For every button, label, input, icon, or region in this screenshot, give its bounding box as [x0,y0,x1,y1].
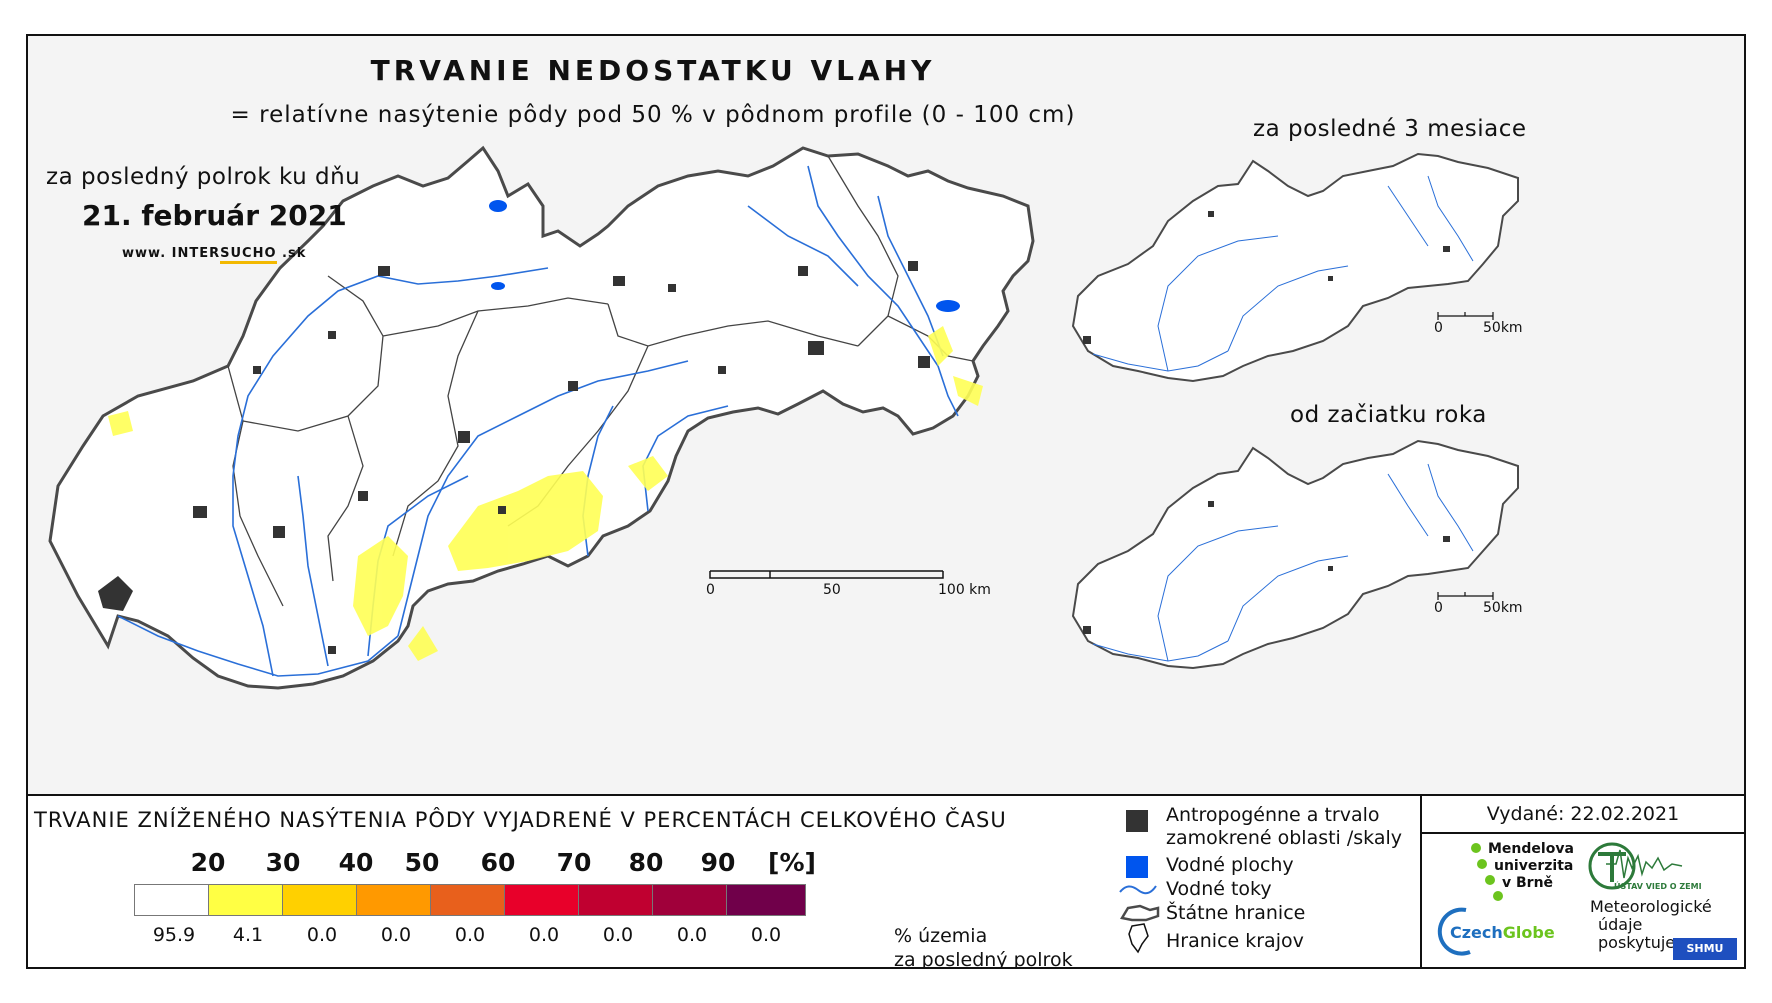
main-scale-0: 0 [706,582,715,598]
class-box-9 [726,884,806,916]
main-water-bodies [489,200,960,312]
inset-ytd-urban [1083,501,1450,634]
inset-ytd-scale-bar [1437,592,1494,600]
class-share-7: 0.0 [602,924,634,946]
main-region-borders [227,155,974,607]
anthropogenic-line1: Antropogénne a trvalo [1166,804,1380,826]
inset-3m-urban [1083,211,1450,344]
inset-ytd-outline [1071,439,1519,670]
map-frame: TRVANIE NEDOSTATKU VLAHY = relatívne nas… [26,34,1746,969]
class-box-7 [578,884,658,916]
anthropogenic-line2: zamokrené oblasti /skaly [1166,827,1403,849]
anthropogenic-label: Antropogénne a trvalo zamokrené oblasti … [1166,804,1402,850]
class-label-50: 50 [404,848,440,877]
class-label-40: 40 [338,848,374,877]
mendel-dots-logo [1471,843,1503,901]
stream-label: Vodné toky [1166,878,1272,900]
class-share-2: 4.1 [232,924,264,946]
legend-divider [1420,796,1422,967]
class-share-5: 0.0 [454,924,486,946]
inset-3m-outline [1071,152,1519,383]
class-share-9: 0.0 [750,924,782,946]
meteo-data-text: Meteorologické údaje poskytuje: [1590,898,1712,952]
class-box-5 [430,884,510,916]
main-date-label: 21. február 2021 [82,199,347,232]
region-border-symbol [1128,923,1149,954]
class-share-6: 0.0 [528,924,560,946]
inset-3m-scale-50: 50km [1483,320,1523,336]
issued-date: Vydané: 22.02.2021 [1422,796,1744,834]
meteo-line3: poskytuje: [1598,933,1681,952]
czechglobe-arc-icon [1437,907,1471,956]
main-country-outline [48,145,1035,690]
shmu-logo: SHMU [1673,938,1737,960]
class-label-60: 60 [480,848,516,877]
czechglobe-logo-text: CzechGlobe [1450,924,1555,941]
website-mid: SUCHO [220,246,277,264]
map-title: TRVANIE NEDOSTATKU VLAHY [370,54,936,87]
inset-ytd-rivers [1092,463,1474,662]
legend-panel: TRVANIE ZNÍŽENÉHO NASÝTENIA PÔDY VYJADRE… [28,796,1744,967]
mendel-line2: univerzita [1494,858,1574,874]
state-border-label: Štátne hranice [1166,902,1306,924]
class-box-4 [356,884,436,916]
class-label-90: 90 [700,848,736,877]
main-scale-50: 50 [823,582,841,598]
share-note: % územia za posledný polrok [894,924,1073,969]
class-box-3 [282,884,362,916]
inset-3m-rivers [1092,175,1474,372]
main-urban-patches [98,261,930,654]
shmu-logo-text: SHMU [1686,942,1724,955]
inset-ytd-label: od začiatku roka [1290,402,1487,428]
mendel-line1: Mendelova [1488,841,1574,857]
main-yellow-patches [108,326,983,661]
main-scale-bar [709,570,944,579]
class-box-2 [208,884,288,916]
map-canvas [48,145,1519,690]
mendel-line3: v Brně [1502,875,1554,891]
website-suffix: .sk [276,246,307,261]
class-label-70: 70 [556,848,592,877]
mendel-logo-text: Mendelova univerzita v Brně [1488,841,1574,892]
stream-symbol [1119,885,1157,895]
class-label-unit: [%] [768,848,816,877]
main-period-label: za posledný polrok ku dňu [46,164,361,190]
inset-3m-scale-bar [1437,312,1494,320]
inset-ytd-scale-50: 50km [1483,600,1523,616]
czechglobe-a: Czech [1450,923,1503,942]
ustav-logo-text: ÚSTAV VIED O ZEMI [1614,882,1702,891]
czechglobe-b: Globe [1502,923,1555,942]
ustav-logo [1588,842,1683,890]
website-prefix: www. INTER [122,246,221,261]
website-label: www. INTERSUCHO .sk [122,246,307,264]
class-share-3: 0.0 [306,924,338,946]
class-label-20: 20 [190,848,226,877]
state-border-symbol [1120,904,1160,922]
class-box-1 [134,884,214,916]
legend-title: TRVANIE ZNÍŽENÉHO NASÝTENIA PÔDY VYJADRE… [34,808,1007,832]
map-subtitle: = relatívne nasýtenie pôdy pod 50 % v pô… [230,102,1076,128]
class-share-1: 95.9 [152,924,196,946]
anthropogenic-swatch [1126,810,1148,832]
water-body-swatch [1126,856,1148,878]
water-body-label: Vodné plochy [1166,854,1294,876]
class-share-4: 0.0 [380,924,412,946]
class-label-80: 80 [628,848,664,877]
main-scale-100: 100 km [938,582,991,598]
meteo-line1: Meteorologické [1590,897,1712,916]
class-box-8 [652,884,732,916]
region-border-label: Hranice krajov [1166,930,1304,952]
class-share-8: 0.0 [676,924,708,946]
inset-3m-scale-0: 0 [1434,320,1443,336]
inset-3m-label: za posledné 3 mesiace [1253,116,1527,142]
share-note-line2: za posledný polrok [894,949,1073,969]
class-label-30: 30 [265,848,301,877]
meteo-line2: údaje [1598,915,1643,934]
inset-ytd-scale-0: 0 [1434,600,1443,616]
map-panel: TRVANIE NEDOSTATKU VLAHY = relatívne nas… [28,36,1744,796]
share-note-line1: % územia [894,925,988,947]
class-box-6 [504,884,584,916]
